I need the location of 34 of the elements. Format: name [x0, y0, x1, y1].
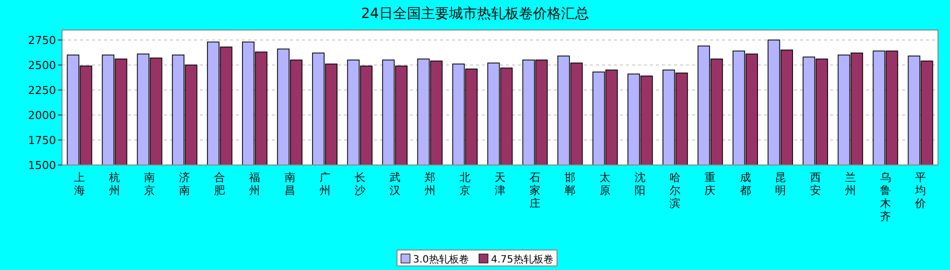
x-tick-label: 昆明 [774, 171, 786, 197]
x-tick-label: 乌鲁木齐 [880, 171, 891, 223]
x-tick-label: 沈阳 [634, 171, 646, 197]
x-tick-label: 石家庄 [530, 171, 541, 210]
y-tick-label: 2250 [28, 84, 56, 97]
x-tick-label: 长沙 [354, 171, 366, 197]
x-tick-label: 南昌 [284, 171, 296, 197]
x-tick-label: 天津 [494, 171, 506, 197]
chart-title: 24日全国主要城市热轧板卷价格汇总 [361, 6, 589, 22]
x-tick-label: 太原 [600, 171, 611, 197]
y-tick-label: 2000 [28, 108, 56, 122]
x-tick-label: 上海 [74, 171, 86, 197]
legend-label: 3.0热轧板卷 [413, 254, 469, 266]
x-tick-label: 成都 [740, 171, 751, 197]
y-tick-label: 2750 [28, 34, 56, 47]
x-tick-label: 杭州 [108, 171, 120, 197]
x-tick-label: 武汉 [389, 171, 400, 197]
x-tick-label: 广州 [319, 171, 330, 197]
x-tick-label: 济南 [179, 171, 190, 197]
x-tick-label: 兰州 [844, 171, 856, 197]
x-tick-label: 南京 [144, 171, 156, 197]
x-tick-label: 重庆 [704, 171, 716, 197]
x-tick-label: 郑州 [424, 171, 436, 197]
x-tick-label: 平均价 [914, 171, 926, 210]
y-tick-label: 1750 [28, 134, 56, 147]
x-tick-label: 北京 [459, 171, 470, 197]
legend-label: 4.75热轧板卷 [491, 254, 554, 266]
x-tick-label: 西安 [810, 171, 821, 197]
x-tick-label: 邯郸 [564, 171, 576, 197]
y-tick-label: 1500 [28, 158, 56, 172]
x-tick-label: 福州 [249, 171, 260, 197]
x-tick-label: 合肥 [214, 171, 226, 197]
x-tick-label: 哈尔滨 [670, 171, 681, 210]
y-tick-label: 2500 [28, 58, 56, 72]
